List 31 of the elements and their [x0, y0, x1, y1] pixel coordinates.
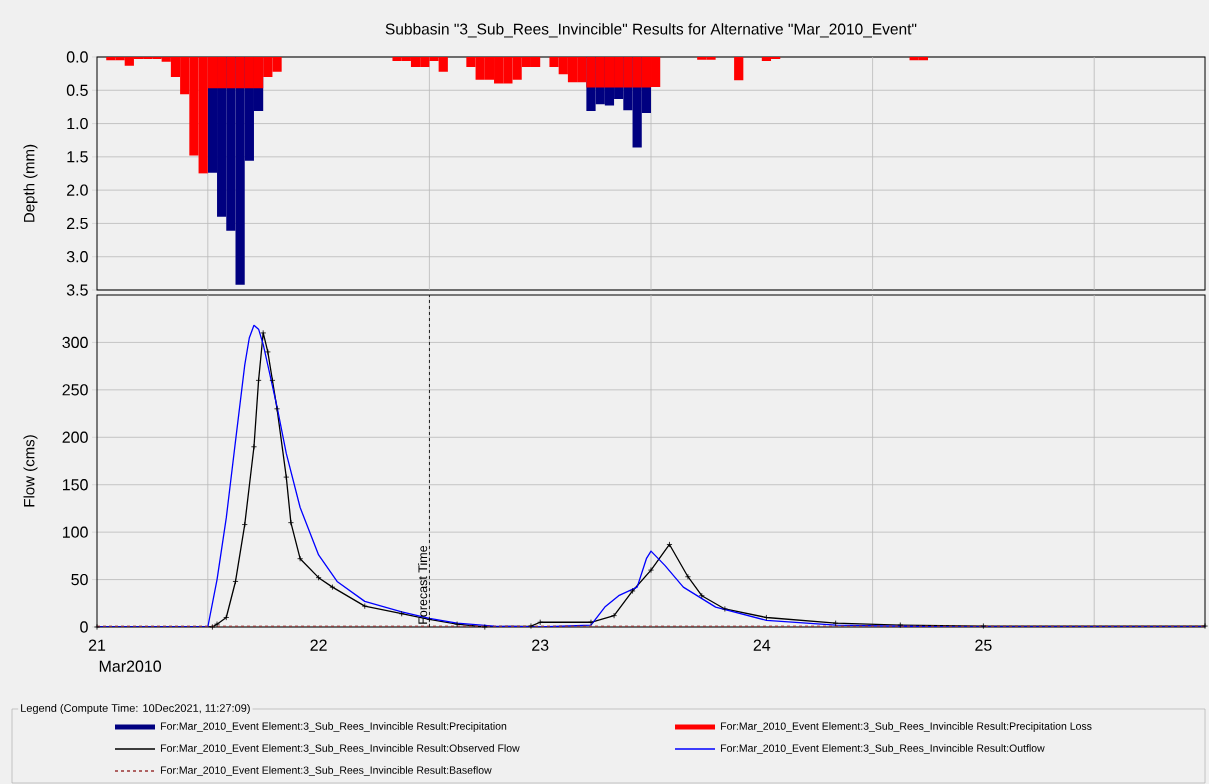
y-tick-label: 3.0	[66, 251, 88, 263]
legend-label: For:Mar_2010_Event Element:3_Sub_Rees_Invincible Result:Precipitation Loss	[721, 722, 1092, 732]
legend-label: For:Mar_2010_Event Element:3_Sub_Rees_Invincible Result:Precipitation	[161, 722, 507, 732]
y-tick-label: 0.5	[66, 84, 88, 96]
ref-line-label: Forecast Time	[418, 545, 428, 624]
y-tick-label: 0.0	[66, 51, 88, 63]
legend-label: For:Mar_2010_Event Element:3_Sub_Rees_Invincible Result:Baseflow	[161, 766, 492, 776]
chart-title: Subbasin "3_Sub_Rees_Invincible" Results for Alternative "Mar_2010_Event"	[385, 23, 917, 38]
y-tick-label: 100	[63, 526, 88, 538]
x-tick-label: 23	[532, 639, 549, 651]
legend-label: For:Mar_2010_Event Element:3_Sub_Rees_Invincible Result:Observed Flow	[161, 744, 520, 754]
y-tick-label: 2.0	[67, 184, 88, 196]
x-tick-label: 24	[753, 639, 771, 651]
x-tick-label: 21	[88, 639, 106, 651]
y-tick-label: 3.5	[66, 284, 88, 296]
legend-label: For:Mar_2010_Event Element:3_Sub_Rees_Invincible Result:Outflow	[721, 744, 1045, 754]
y-axis-title: Flow (cms)	[23, 435, 38, 507]
x-axis-title: Mar2010	[99, 660, 162, 672]
legend-title: Legend (Compute Time: 10Dec2021, 11:27:09)	[21, 703, 250, 715]
y-axis-title: Depth (mm)	[23, 144, 38, 222]
y-tick-label: 2.5	[67, 217, 88, 230]
y-tick-label: 300	[62, 336, 88, 349]
y-tick-label: 0	[80, 621, 88, 633]
y-tick-label: 200	[62, 431, 88, 443]
y-tick-label: 1.0	[67, 117, 88, 130]
y-tick-label: 250	[62, 384, 88, 396]
y-tick-label: 1.5	[67, 151, 88, 163]
x-tick-label: 25	[975, 639, 992, 651]
y-tick-label: 150	[63, 479, 88, 491]
y-tick-label: 50	[71, 573, 88, 586]
x-tick-label: 22	[310, 639, 327, 651]
